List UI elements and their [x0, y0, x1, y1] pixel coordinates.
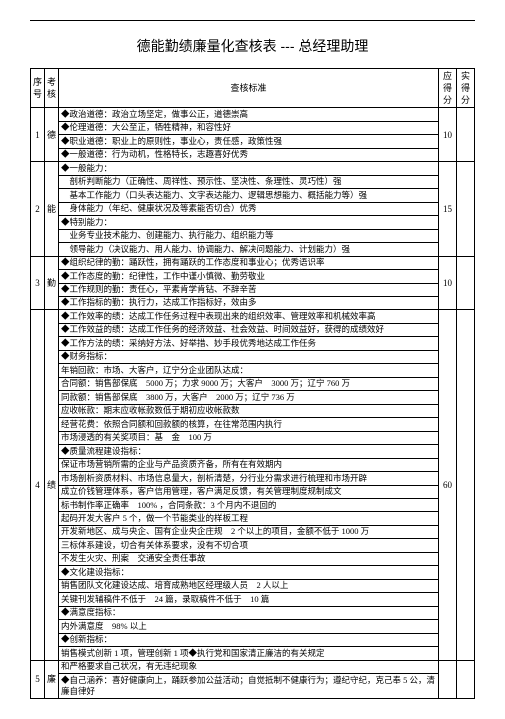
- criteria-line: 起码开发大客户 5 个，做一个节能类业的样板工程: [59, 512, 439, 525]
- criteria-line: ◆质量流程建设指标：: [59, 445, 439, 458]
- criteria-line: 保证市场营销所需的企业与产品资质齐备，所有在有效期内: [59, 458, 439, 471]
- criteria-line: ◆工作效益的绩：达成工作任务的经济效益、社会效益、时间效益好，获得的成绩效好: [59, 323, 439, 336]
- row-category: 德: [45, 108, 59, 162]
- criteria-line: ◆工作方法的绩：采纳好方法、好举措、妙手段优秀地达成工作任务: [59, 337, 439, 350]
- criteria-line: 合同额：销售部保底 5000 万；力求 9000 万；大客户 3000 万；辽宁…: [59, 377, 439, 390]
- head-category: 考核: [45, 69, 59, 108]
- criteria-line: 市场浸透的有关奖项目：基 金 100 万: [59, 431, 439, 444]
- criteria-line: ◆财务指标：: [59, 350, 439, 363]
- criteria-line: 开发新地区、成与央企、国有企业央企庄规 2 个以上的项目，金额不低于 1000 …: [59, 525, 439, 538]
- row-category: 能: [45, 162, 59, 256]
- actual-score: [457, 660, 475, 698]
- criteria-line: ◆职业道德：职业上的原则性，事业心，责任感，政策性强: [59, 135, 439, 148]
- due-score: 15: [439, 162, 457, 256]
- row-index: 4: [31, 310, 45, 660]
- head-index: 序号: [31, 69, 45, 108]
- criteria-line: ◆工作规则的勤：责任心，平素肯学肯钻、不辞辛苦: [59, 283, 439, 296]
- criteria-line: 领导能力（决议能力、用人能力、协调能力、解决问题能力、计划能力）强: [59, 243, 439, 256]
- criteria-line: ◆政治道德：政治立场坚定，做事公正，道德崇高: [59, 108, 439, 121]
- criteria-line: 成立价钱管理体系，客户信用管理，客户满足反馈，有关管理制度规制成文: [59, 485, 439, 498]
- criteria-line: 三标体系建设，切合有关体系要求，没有不切合项: [59, 539, 439, 552]
- due-score: 60: [439, 310, 457, 660]
- criteria-line: 业务专业技术能力、创建能力、执行能力、组织能力等: [59, 229, 439, 242]
- page-title: 德能勤绩廉量化查核表 --- 总经理助理: [30, 36, 475, 56]
- due-score: 10: [439, 256, 457, 310]
- due-score: 10: [439, 108, 457, 162]
- criteria-line: 剖析判断能力（正确性、周祥性、预示性、坚决性、条理性、灵巧性）强: [59, 175, 439, 188]
- criteria-line: 标书制作率正确率 100% ，合同条款：3 个月内不退回的: [59, 499, 439, 512]
- criteria-line: ◆工作效率的绩：达成工作任务过程中表现出来的组织效率、管理效率和机械效率高: [59, 310, 439, 323]
- row-index: 3: [31, 256, 45, 310]
- head-actual-score: 实得分: [457, 69, 475, 108]
- criteria-line: 年销回款：市场、大客户，辽宁分企业团队达成：: [59, 364, 439, 377]
- head-due-score: 应得分: [439, 69, 457, 108]
- criteria-line: ◆满意度指标：: [59, 606, 439, 619]
- criteria-line: 关键刊发辅稿件不低于 24 篇，录取稿件不低于 10 篇: [59, 593, 439, 606]
- criteria-line: ◆伦理道德：大公至正，牺牲精神，和容性好: [59, 121, 439, 134]
- criteria-line: 市场剖析资质材料、市场信息量大，剖析清楚，分行业分需求进行梳理和市场开辟: [59, 472, 439, 485]
- row-index: 5: [31, 660, 45, 698]
- criteria-line: 和严格要求自己状况，有无违纪现象: [59, 660, 439, 673]
- actual-score: [457, 162, 475, 256]
- criteria-line: ◆自己涵养：喜好健康向上，踊跃参加公益活动；自觉抵制不健康行为；遵纪守纪，克己奉…: [59, 674, 439, 699]
- criteria-line: 身体能力（年纪、健康状况及等素能否切合）优秀: [59, 202, 439, 215]
- criteria-line: 同款额：销售部保底 3800 万，大客户 2000 万；辽宁 736 万: [59, 391, 439, 404]
- criteria-line: ◆特别能力：: [59, 216, 439, 229]
- actual-score: [457, 310, 475, 660]
- criteria-line: ◆组织纪律的勤：踊跃性，拥有踊跃的工作态度和事业心；优秀语识率: [59, 256, 439, 269]
- row-category: 勤: [45, 256, 59, 310]
- row-category: 廉: [45, 660, 59, 698]
- actual-score: [457, 256, 475, 310]
- criteria-line: 应收帐款：期末应收帐款数低于期初应收帐款数: [59, 404, 439, 417]
- criteria-line: 不发生火灾、刑案 交通安全责任事故: [59, 552, 439, 565]
- criteria-line: ◆一般能力：: [59, 162, 439, 175]
- criteria-line: 内外满意度 98% 以上: [59, 620, 439, 633]
- criteria-line: 经营花费：依照合同额和回款额的核算，在往常范围内执行: [59, 418, 439, 431]
- criteria-line: ◆文化建设指标：: [59, 566, 439, 579]
- row-index: 2: [31, 162, 45, 256]
- head-standard: 查核标准: [59, 69, 439, 108]
- criteria-line: ◆工作指标的勤：执行力，达成工作指标好，效由多: [59, 296, 439, 309]
- row-category: 绩: [45, 310, 59, 660]
- criteria-line: 销售模式创新 1 项，管理创新 1 项◆执行党和国家清正廉洁的有关规定: [59, 647, 439, 660]
- criteria-line: ◆一般道德：行为动机，性格特长，志趣喜好优秀: [59, 148, 439, 161]
- criteria-line: 基本工作能力（口头表达能力、文字表达能力、逻辑思想能力、概括能力等）强: [59, 189, 439, 202]
- due-score: [439, 660, 457, 698]
- evaluation-table: 序号 考核 查核标准 应得分 实得分 1德◆政治道德：政治立场坚定，做事公正，道…: [30, 68, 475, 699]
- criteria-line: 销售团队文化建设达成、培育成熟地区经理级人员 2 人以上: [59, 579, 439, 592]
- row-index: 1: [31, 108, 45, 162]
- criteria-line: ◆创新指标：: [59, 633, 439, 646]
- actual-score: [457, 108, 475, 162]
- criteria-line: ◆工作态度的勤：纪律性，工作中谨小慎微、勤劳敬业: [59, 270, 439, 283]
